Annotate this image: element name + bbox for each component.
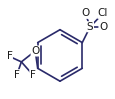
Text: F: F: [14, 70, 20, 80]
Text: O: O: [98, 22, 106, 32]
Text: Cl: Cl: [97, 8, 107, 18]
Text: O: O: [31, 46, 39, 56]
Text: S: S: [86, 22, 93, 32]
Text: O: O: [80, 8, 89, 18]
Text: F: F: [6, 51, 12, 61]
Text: F: F: [30, 70, 35, 80]
